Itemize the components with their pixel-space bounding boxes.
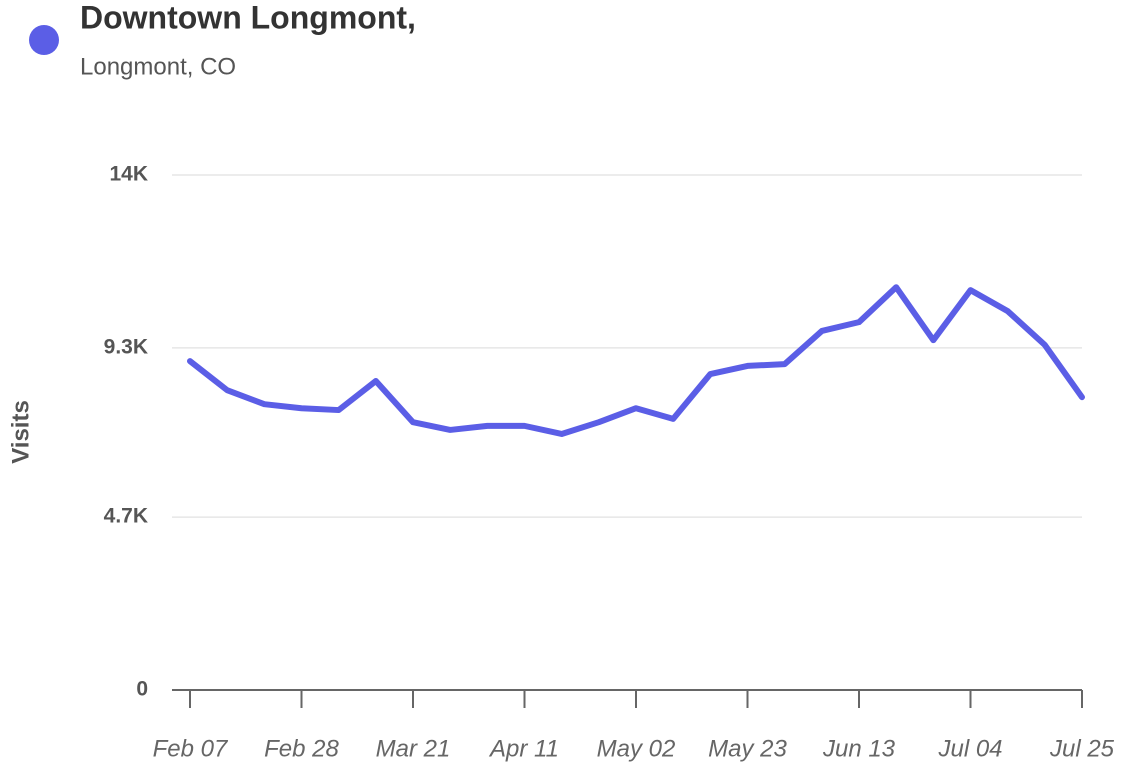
y-tick-label: 4.7K <box>104 505 148 528</box>
y-tick-label: 9.3K <box>104 335 148 358</box>
series-line <box>187 284 1085 437</box>
x-tick-label: Jul 04 <box>937 735 1002 762</box>
x-tick-label: Feb 28 <box>264 735 339 762</box>
x-tick-label: Mar 21 <box>376 735 451 762</box>
x-tick-label: May 02 <box>597 735 676 762</box>
y-tick-label: 14K <box>109 163 148 186</box>
x-tick-label: Apr 11 <box>488 735 559 762</box>
x-tick-label: Jun 13 <box>822 735 896 762</box>
x-tick-label: May 23 <box>708 735 787 762</box>
x-tick-label: Feb 07 <box>153 735 229 762</box>
subtitle: Longmont, CO <box>80 53 236 80</box>
y-tick-label: 0 <box>136 678 148 701</box>
legend-dot <box>29 25 59 55</box>
series-name: Downtown Longmont, <box>80 0 416 35</box>
y-axis-label: Visits <box>7 400 34 464</box>
x-tick-label: Jul 25 <box>1049 735 1115 762</box>
